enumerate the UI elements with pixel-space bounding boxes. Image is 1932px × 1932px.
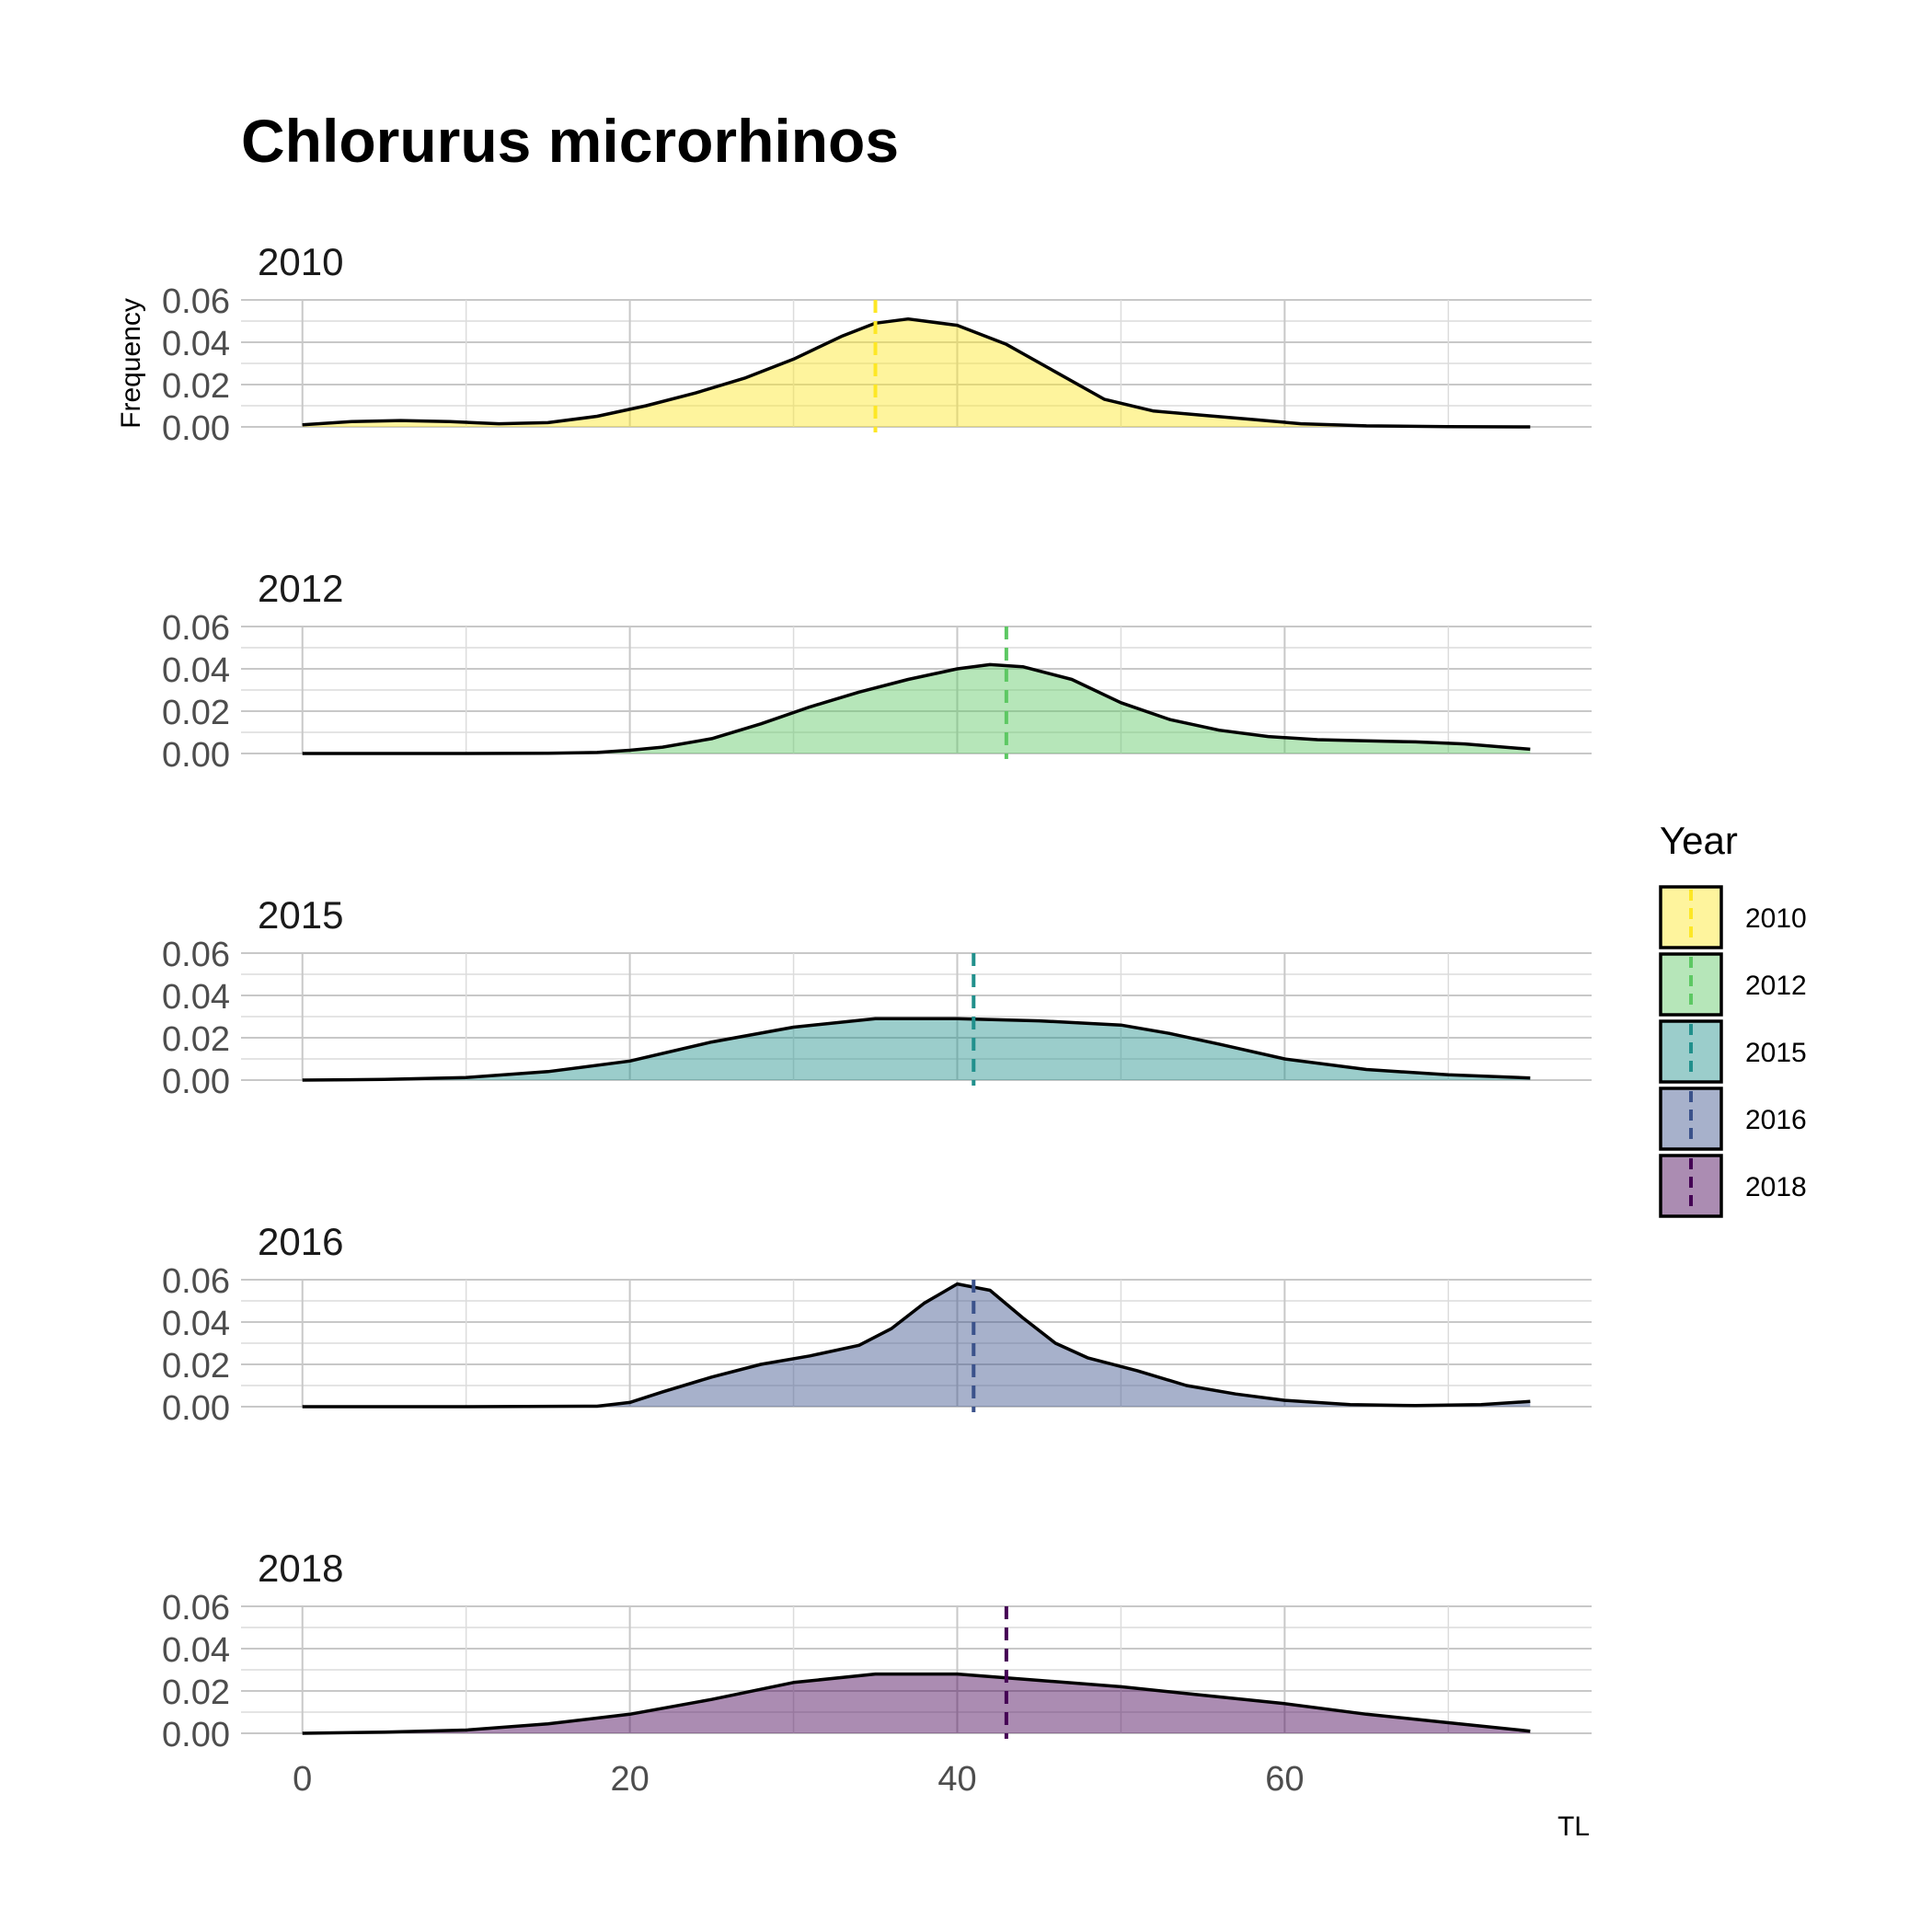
legend-label: 2010: [1745, 903, 1807, 934]
legend: Year 2010 2012 2015 2016 2018: [1659, 819, 1807, 1218]
y-tick-label: 0.00: [162, 409, 230, 448]
y-tick-label: 0.02: [162, 367, 230, 406]
y-tick-label: 0.04: [162, 1631, 230, 1670]
y-tick-label: 0.06: [162, 1262, 230, 1301]
x-axis-title: TL: [1558, 1811, 1590, 1842]
legend-item-2016: 2016: [1659, 1087, 1807, 1151]
legend-item-2015: 2015: [1659, 1019, 1807, 1084]
facet-label: 2012: [258, 567, 343, 610]
y-tick-label: 0.04: [162, 1305, 230, 1343]
y-tick-label: 0.00: [162, 1389, 230, 1428]
x-axis: 0 20 40 60: [293, 1760, 1304, 1799]
legend-item-2018: 2018: [1659, 1154, 1807, 1218]
x-tick-label: 40: [937, 1760, 976, 1799]
y-tick-label: 0.00: [162, 1063, 230, 1101]
y-tick-label: 0.06: [162, 282, 230, 321]
panel-2010: 2010 0.000.02 0.04 0.06: [162, 240, 1592, 448]
density-area-2015: [302, 1018, 1531, 1080]
y-tick-label: 0.00: [162, 736, 230, 775]
density-area-2016: [302, 1283, 1531, 1407]
density-line-2015: [302, 1017, 1531, 1082]
density-line-2012: [302, 662, 1531, 755]
x-tick-label: 0: [293, 1760, 312, 1799]
legend-item-2010: 2010: [1659, 885, 1807, 949]
facet-label: 2018: [258, 1547, 343, 1590]
facet-panels: 20100.000.020.040.0620120.000.020.040.06…: [162, 240, 1592, 1754]
panel-2015: 2015 0.00 0.020.04 0.06: [162, 893, 1592, 1101]
panel-2016: 2016 0.000.02 0.04 0.06: [162, 1220, 1592, 1428]
y-tick-label: 0.02: [162, 1673, 230, 1712]
y-axis-title: Frequency: [116, 298, 146, 429]
y-tick-label: 0.06: [162, 1589, 230, 1627]
facet-label: 2016: [258, 1220, 343, 1263]
y-tick-label: 0.02: [162, 1020, 230, 1059]
facet-label: 2015: [258, 893, 343, 937]
facet-label: 2010: [258, 240, 343, 283]
x-tick-label: 20: [610, 1760, 649, 1799]
y-tick-label: 0.04: [162, 978, 230, 1017]
chart-title: Chlorurus microrhinos: [241, 107, 899, 175]
y-tick-label: 0.00: [162, 1716, 230, 1754]
legend-label: 2015: [1745, 1038, 1807, 1068]
panel-2018: 2018 0.00 0.020.04 0.06: [162, 1547, 1592, 1754]
y-tick-label: 0.06: [162, 609, 230, 648]
density-area-2018: [302, 1673, 1531, 1733]
density-line-2018: [302, 1672, 1531, 1735]
legend-item-2012: 2012: [1659, 952, 1807, 1017]
y-tick-label: 0.06: [162, 936, 230, 974]
y-tick-label: 0.02: [162, 694, 230, 732]
x-tick-label: 60: [1265, 1760, 1304, 1799]
y-tick-label: 0.04: [162, 325, 230, 363]
density-area-2010: [302, 318, 1531, 427]
legend-title: Year: [1660, 819, 1738, 862]
legend-label: 2016: [1745, 1105, 1807, 1135]
y-tick-label: 0.02: [162, 1347, 230, 1386]
legend-label: 2018: [1745, 1172, 1807, 1202]
panel-2012: 2012 0.00 0.02 0.040.06: [162, 567, 1592, 775]
y-tick-label: 0.04: [162, 651, 230, 690]
legend-label: 2012: [1745, 971, 1807, 1001]
